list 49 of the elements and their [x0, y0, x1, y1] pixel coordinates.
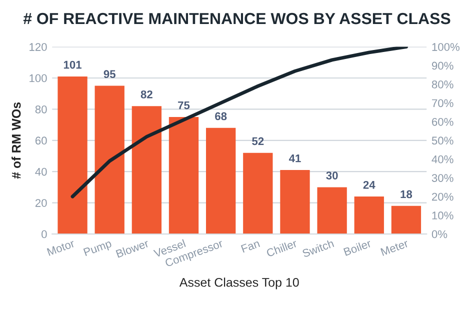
- bar: [354, 196, 384, 234]
- data-label: 82: [140, 90, 152, 98]
- chart-title: # OF REACTIVE MAINTENANCE WOS BY ASSET CLASS: [23, 12, 450, 24]
- data-label: 95: [104, 70, 116, 78]
- data-label: 18: [400, 190, 412, 198]
- y2-tick-label: 20%: [432, 192, 454, 201]
- bar: [94, 86, 124, 234]
- bar: [391, 206, 422, 234]
- y-tick-label: 60: [35, 136, 47, 145]
- y2-tick-label: 80%: [432, 80, 454, 88]
- data-label: 68: [215, 112, 227, 120]
- data-label: 24: [363, 180, 376, 189]
- y2-tick-label: 40%: [432, 155, 454, 164]
- x-tick-label: Meter: [380, 239, 409, 256]
- y2-tick-label: 10%: [432, 212, 454, 220]
- y-tick-label: 40: [35, 168, 47, 176]
- data-label: 30: [326, 172, 338, 180]
- y2-tick-label: 60%: [432, 118, 454, 126]
- x-tick-label: Blower: [116, 238, 150, 258]
- y-tick-label: 120: [30, 43, 47, 51]
- bar: [132, 106, 162, 234]
- y2-tick-label: 30%: [432, 174, 454, 182]
- data-label: 41: [288, 154, 301, 162]
- x-tick-label: Fan: [240, 239, 260, 253]
- bar: [280, 170, 310, 234]
- y2-tick-label: 0%: [432, 230, 448, 238]
- y-axis-title: # of RM WOs: [12, 102, 21, 179]
- y-tick-label: 0: [42, 230, 47, 238]
- bar: [168, 117, 199, 234]
- y2-tick-label: 100%: [432, 43, 460, 51]
- bar: [58, 76, 88, 234]
- y2-tick-label: 90%: [432, 62, 454, 70]
- x-tick-label: Pump: [83, 239, 113, 258]
- x-axis-title: Asset Classes Top 10: [179, 278, 299, 290]
- bar: [317, 187, 347, 234]
- x-tick-label: Boiler: [343, 238, 372, 256]
- y2-tick-label: 70%: [432, 99, 454, 108]
- data-label: 101: [64, 60, 82, 69]
- y-tick-label: 20: [35, 199, 47, 207]
- x-tick-label: Motor: [46, 239, 76, 256]
- bar: [243, 152, 273, 234]
- y-tick-label: 80: [35, 105, 47, 114]
- data-label: 52: [252, 137, 264, 146]
- bar: [206, 128, 236, 234]
- data-label: 75: [178, 101, 190, 110]
- x-tick-label: Chiller: [266, 238, 298, 258]
- y2-tick-label: 50%: [432, 136, 454, 145]
- y-tick-label: 100: [30, 74, 47, 82]
- x-tick-label: Switch: [302, 239, 334, 258]
